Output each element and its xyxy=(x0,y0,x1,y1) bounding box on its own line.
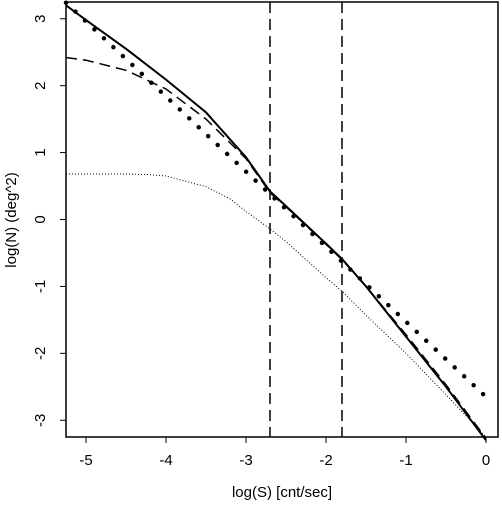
x-tick-label: -4 xyxy=(159,452,172,469)
series-line-dotted-thin xyxy=(66,173,487,438)
y-axis: -3 -2 -1 0 1 2 3 xyxy=(32,15,66,427)
y-tick-label: -1 xyxy=(32,280,49,293)
series-line-solid xyxy=(65,4,487,441)
y-tick-label: -2 xyxy=(32,347,49,360)
y-tick-label: 2 xyxy=(32,81,49,89)
x-axis-label: log(S) [cnt/sec] xyxy=(232,484,332,501)
y-tick-label: 0 xyxy=(32,215,49,223)
x-tick-label: -3 xyxy=(239,452,252,469)
x-axis: -5 -4 -3 -2 -1 0 xyxy=(79,437,490,469)
y-tick-label: 1 xyxy=(32,148,49,156)
y-tick-label: -3 xyxy=(32,414,49,427)
x-tick-label: 0 xyxy=(482,452,490,469)
y-axis-label: log(N) (deg^2) xyxy=(3,172,20,267)
series-line-dotted-heavy xyxy=(63,0,489,400)
x-tick-label: -5 xyxy=(79,452,92,469)
x-tick-label: -2 xyxy=(319,452,332,469)
y-tick-label: 3 xyxy=(32,15,49,23)
x-tick-label: -1 xyxy=(399,452,412,469)
series-line-dashed xyxy=(65,56,487,439)
chart-marks xyxy=(63,0,489,441)
